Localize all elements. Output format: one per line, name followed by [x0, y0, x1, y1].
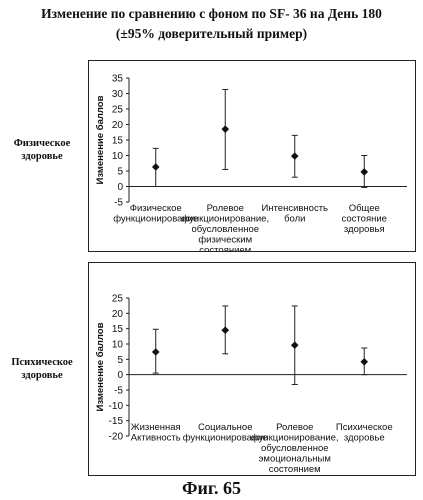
physical-health-panel: -5 0 5 10 15 20 25 30 35 Изменение баллов Физическ…: [88, 60, 416, 256]
y-tick-label: -5: [114, 386, 123, 397]
y-tick-label: 15: [112, 324, 124, 335]
category-label: Ролевое функционирование, обусловленное физ…: [181, 203, 269, 251]
category-label: Интенсивность боли: [261, 203, 328, 225]
y-tick-label: 5: [117, 167, 123, 178]
category-label: Социальное функционирование: [183, 422, 268, 444]
y-tick-label: 25: [112, 294, 124, 305]
category-label-line: здоровья: [344, 224, 385, 235]
category-label-line: Ролевое: [276, 422, 313, 433]
category-label-line: функционирование: [183, 433, 268, 444]
category-label: Психическое здоровье: [336, 422, 393, 444]
physical-health-label: Физическое здоровье: [13, 138, 71, 162]
category-label-line: обусловленное: [191, 224, 259, 235]
data-point: [221, 326, 230, 334]
category-label-line: Жизненная: [131, 422, 181, 433]
mental-health-chart: -20 -15 -10 -5 0 5 10 15 20 25 Изменение баллов Жиз…: [95, 294, 407, 475]
category-label-line: Активность: [131, 433, 181, 444]
y-tick-label: 5: [117, 355, 123, 366]
data-point: [151, 163, 160, 171]
y-tick-label: 0: [117, 182, 123, 193]
data-point: [290, 152, 299, 160]
chart-title: Изменение по сравнению с фоном по SF- 36…: [41, 6, 382, 21]
y-tick-label: 20: [112, 309, 124, 320]
y-tick-label: -15: [109, 416, 124, 427]
category-label-line: состоянием: [199, 245, 251, 251]
category-label-line: физическим: [198, 235, 252, 246]
y-tick-label: 10: [112, 151, 124, 162]
chart-subtitle: (±95% доверительный пример): [115, 26, 308, 41]
data-point: [151, 348, 160, 356]
physical-health-chart: -5 0 5 10 15 20 25 30 35 Изменение баллов Физическ…: [95, 74, 407, 256]
y-tick-label: 0: [117, 370, 123, 381]
category-label-line: обусловленное: [261, 443, 329, 454]
y-tick-label: 30: [112, 89, 124, 100]
category-label-line: Ролевое: [207, 203, 244, 214]
data-point: [290, 341, 299, 350]
y-axis-label: Изменение баллов: [95, 95, 106, 184]
category-label-line: Физическое: [130, 203, 182, 214]
category-label-line: Общее: [349, 203, 380, 214]
category-label-line: состоянием: [269, 464, 321, 475]
y-tick-label: -10: [109, 401, 124, 412]
category-label: Ролевое функционирование, обусловленное эмо…: [251, 422, 339, 475]
category-label-line: состояние: [342, 214, 387, 225]
category-label-line: боли: [284, 214, 305, 225]
y-tick-label: -20: [109, 432, 124, 443]
data-point: [221, 125, 230, 133]
data-point: [360, 168, 369, 176]
mental-health-panel: -20 -15 -10 -5 0 5 10 15 20 25 Изменение баллов Жиз…: [88, 262, 416, 476]
category-label: Жизненная Активность: [131, 422, 181, 444]
figure-caption: Фиг. 65: [182, 478, 241, 498]
y-tick-label: 15: [112, 136, 124, 147]
category-label-line: здоровье: [344, 433, 385, 444]
category-label-line: эмоциональным: [259, 454, 331, 465]
category-label-line: Социальное: [198, 422, 252, 433]
data-point: [360, 357, 369, 366]
category-label: Общее состояние здоровья: [342, 203, 387, 235]
category-label-line: Психическое: [336, 422, 393, 433]
category-label-line: Интенсивность: [261, 203, 328, 214]
y-tick-label: 10: [112, 340, 124, 351]
y-tick-label: 20: [112, 120, 124, 131]
mental-health-label: Психическое здоровье: [11, 357, 73, 381]
y-tick-label: 35: [112, 74, 124, 85]
y-axis-label: Изменение баллов: [95, 322, 106, 411]
category-label: Физическое функционирование: [113, 203, 198, 225]
category-label-line: функционирование,: [181, 214, 269, 225]
category-label-line: функционирование,: [251, 433, 339, 444]
y-tick-label: -5: [114, 198, 123, 209]
category-label-line: функционирование: [113, 214, 198, 225]
y-tick-label: 25: [112, 105, 124, 116]
